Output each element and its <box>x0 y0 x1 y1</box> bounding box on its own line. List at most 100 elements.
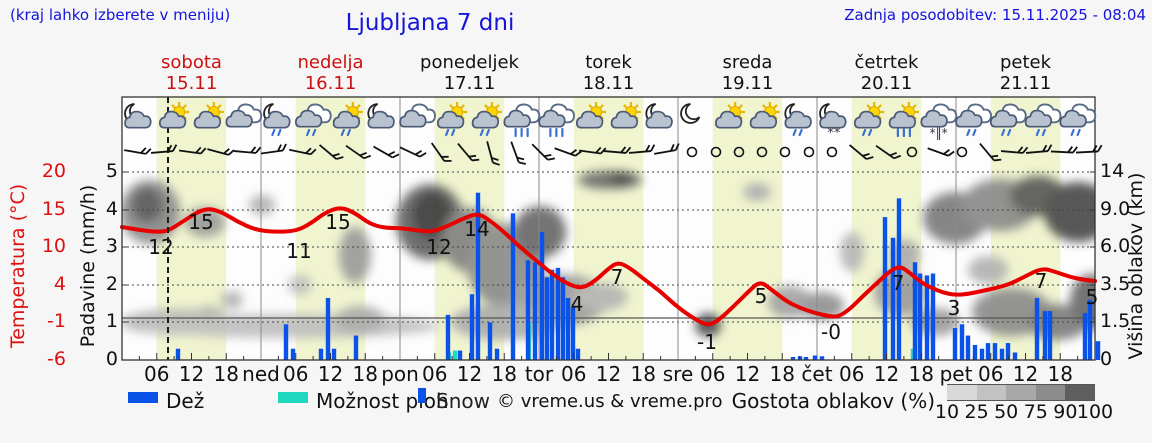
wind-barb-icon <box>289 147 317 156</box>
wind-barb-icon <box>1075 144 1103 154</box>
wind-barb-icon <box>345 144 372 160</box>
weather-icon-moon-cloud <box>367 103 395 129</box>
rain-bar <box>575 348 581 360</box>
weather-icon-moon-cloud <box>645 103 673 129</box>
weather-icon-clouds-rain <box>955 103 992 137</box>
x-axis-label: 18 <box>908 362 934 386</box>
weather-icon-sun-cloud <box>193 102 224 129</box>
weather-icon-sun-cloud <box>158 102 190 129</box>
temperature-value-label: 7 <box>611 265 624 289</box>
precip-tick: 4 <box>105 198 118 220</box>
wind-barb-icon <box>399 146 427 158</box>
rain-bar <box>494 348 500 360</box>
day-header-nedelja: nedelja 16.11 <box>261 52 400 94</box>
temperature-value-label: 14 <box>464 217 489 241</box>
rain-bar <box>1042 311 1048 360</box>
cloud-icon <box>193 110 222 129</box>
wind-barb-icon <box>318 144 344 160</box>
x-axis-label: 12 <box>734 362 761 386</box>
x-axis-label: sre <box>662 362 694 386</box>
rain-bar <box>965 335 971 360</box>
day-header-sobota: sobota 15.11 <box>122 52 261 94</box>
rain-bar <box>959 324 965 360</box>
wind-barb-icon <box>1025 144 1053 154</box>
cloud-icon <box>575 110 604 129</box>
cloud-icon <box>645 110 673 129</box>
temp-tick: 4 <box>53 273 66 295</box>
copyright-link[interactable]: © vreme.us & vreme.pro <box>497 391 723 412</box>
temperature-value-label: 5 <box>755 284 768 308</box>
rain-bar <box>930 273 936 360</box>
x-axis-label: 06 <box>700 362 726 386</box>
x-axis-label: tor <box>524 362 554 386</box>
cloud-icon <box>503 109 531 128</box>
wind-barb-icon <box>260 143 287 155</box>
rain-bar <box>985 343 991 360</box>
temp-tick: -1 <box>47 310 66 332</box>
temperature-value-label: 15 <box>188 210 213 234</box>
wind-barb-icon <box>927 147 955 157</box>
cloud-icon <box>989 109 1018 128</box>
rain-bar <box>1005 343 1011 360</box>
cloud-icon <box>888 110 917 129</box>
day-date: 20.11 <box>860 73 913 94</box>
x-axis-label: 06 <box>422 362 448 386</box>
cloud-blob <box>610 172 634 184</box>
wind-barb-icon <box>510 141 526 165</box>
cloud-blob <box>335 306 385 334</box>
cloud-blob <box>968 256 1008 284</box>
weather-icon-sun-cloud <box>714 102 746 129</box>
calm-wind-icon <box>803 146 815 158</box>
cloud-icon <box>399 109 427 128</box>
rain-bar <box>331 348 337 360</box>
temp-tick: -6 <box>47 348 66 370</box>
rain-bar <box>896 198 902 360</box>
rain-bar <box>525 260 531 360</box>
rain-drops-icon <box>271 128 282 137</box>
weather-icon-sun-cloud-rain <box>436 102 468 137</box>
rain-bar <box>917 273 923 360</box>
rain-drops-icon <box>479 128 490 137</box>
day-name: ponedeljek <box>420 52 519 73</box>
cloud-blob <box>288 275 312 295</box>
rain-drops-icon <box>340 128 351 137</box>
rain-legend-swatch <box>128 392 158 403</box>
temp-tick: 10 <box>41 235 66 257</box>
x-axis-label: 18 <box>352 362 378 386</box>
rain-bar <box>445 314 451 360</box>
rain-legend-label: Dež <box>166 389 205 413</box>
cloud-icon <box>471 110 500 129</box>
cloud-blob <box>221 291 243 309</box>
rain-drops-icon <box>445 128 456 137</box>
rain-bar <box>532 262 538 360</box>
rain-bar <box>1082 313 1088 360</box>
rain-bar <box>353 335 359 360</box>
weather-icon-clouds <box>225 103 263 128</box>
rain-bar <box>570 307 576 360</box>
cloud-tick: 14 <box>1100 160 1125 182</box>
temperature-value-label: 12 <box>148 235 173 259</box>
x-axis-label: 18 <box>630 362 656 386</box>
rain-bar <box>475 192 481 360</box>
rain-bar <box>912 262 918 360</box>
cloud-scale-segment <box>976 384 1007 401</box>
wind-barb-icon <box>207 148 235 156</box>
calm-wind-icon <box>826 146 838 158</box>
calm-wind-icon <box>686 146 698 158</box>
rain-bar <box>290 348 296 360</box>
rain-bar <box>1047 311 1053 360</box>
temperature-value-label: 12 <box>426 235 451 259</box>
sleet-icon: *‖* <box>930 126 948 140</box>
temp-tick: 15 <box>41 198 66 220</box>
rain-bar <box>924 275 930 360</box>
wind-barb-icon <box>486 141 500 166</box>
precip-tick: 0 <box>105 348 118 370</box>
x-axis-label: 12 <box>456 362 483 386</box>
rain-bar <box>325 297 331 360</box>
x-axis-label: 12 <box>178 362 205 386</box>
cloud-icon <box>749 110 778 129</box>
x-axis-label: 12 <box>873 362 900 386</box>
wind-barb-icon <box>1050 145 1079 154</box>
cloud-icon <box>955 109 983 128</box>
